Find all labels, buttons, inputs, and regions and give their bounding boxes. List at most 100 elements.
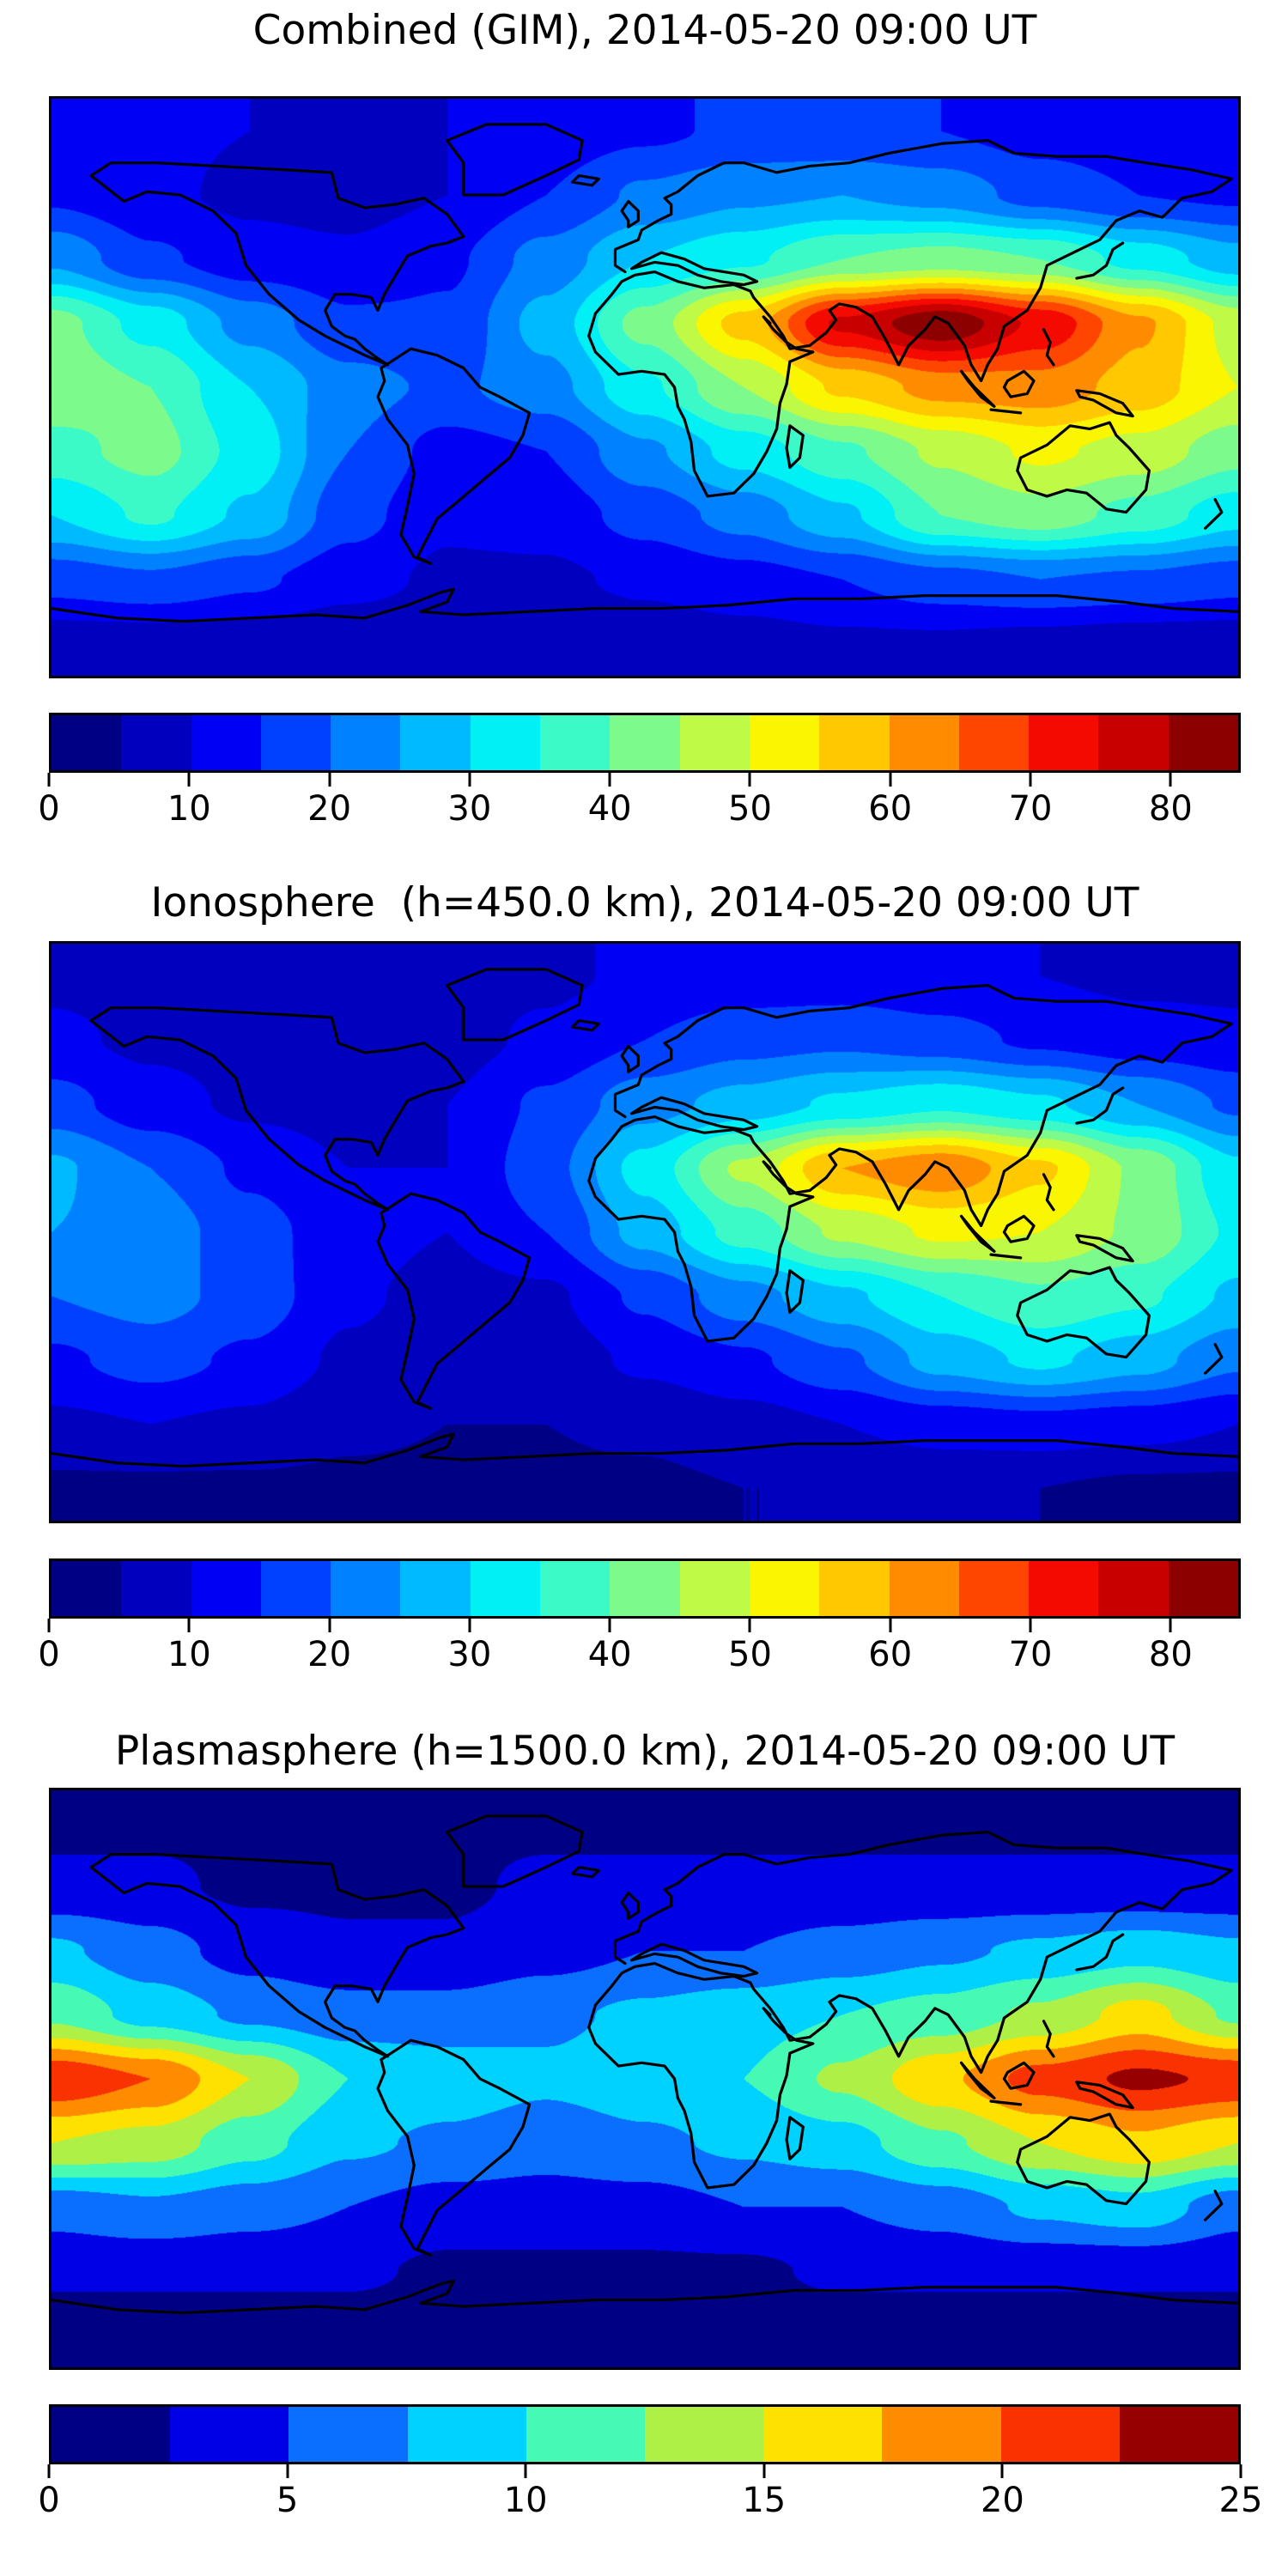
- colorbar-tick-label: 60: [868, 1635, 913, 1674]
- colorbar-tick-label: 20: [980, 2481, 1024, 2520]
- colorbar-segment: [889, 1561, 959, 1616]
- colorbar-tick: [1000, 2464, 1004, 2478]
- colorbar-tick: [468, 773, 471, 787]
- colorbar-bar: [49, 1558, 1241, 1619]
- colorbar-segment: [645, 2407, 764, 2462]
- colorbar-combined: 0 10 20 30 40 50 60 70 80: [38, 713, 1241, 841]
- colorbar-tick: [748, 773, 751, 787]
- colorbar-tick-label: 10: [167, 1635, 211, 1674]
- colorbar-tick-label: 30: [447, 1635, 492, 1674]
- colorbar-segment: [958, 1561, 1030, 1616]
- colorbar-segment: [958, 715, 1030, 770]
- colorbar-segment: [331, 1561, 401, 1616]
- colorbar-tick: [1029, 773, 1032, 787]
- colorbar-tick: [1169, 1619, 1172, 1632]
- colorbar-tick: [608, 773, 611, 787]
- colorbar-segment: [170, 2407, 289, 2462]
- colorbar-segment: [1098, 715, 1169, 770]
- colorbar-segment: [1168, 715, 1239, 770]
- colorbar-tick-label: 40: [587, 789, 632, 829]
- colorbar-segment: [540, 1561, 611, 1616]
- colorbar-tick-label: 20: [307, 789, 352, 829]
- colorbar-tick-label: 60: [868, 789, 913, 829]
- colorbar-plasmasphere: 0 5 10 15 20 25: [38, 2404, 1262, 2533]
- colorbar-tick-label: 70: [1008, 1635, 1053, 1674]
- colorbar-segment: [121, 1561, 191, 1616]
- colorbar-segment: [889, 715, 959, 770]
- colorbar-tick-label: 50: [728, 789, 772, 829]
- colorbar-segment: [52, 1561, 122, 1616]
- map-combined: [49, 96, 1241, 678]
- colorbar-tick: [328, 1619, 331, 1632]
- colorbar-segment: [749, 1561, 820, 1616]
- colorbar-tick: [748, 1619, 751, 1632]
- colorbar-tick-row: 0 10 20 30 40 50 60 70 80: [38, 1558, 1241, 1687]
- tec-contour-canvas-plasmasphere: [52, 1790, 1238, 2367]
- colorbar-segment: [1098, 1561, 1169, 1616]
- colorbar-tick: [1239, 2464, 1242, 2478]
- colorbar-tick: [187, 773, 191, 787]
- colorbar-tick-label: 15: [742, 2481, 787, 2520]
- colorbar-segment: [289, 2407, 408, 2462]
- colorbar-segment: [749, 715, 820, 770]
- coastline-overlay: [52, 1814, 1238, 2315]
- colorbar-tick-label: 0: [38, 2481, 60, 2520]
- colorbar-segment: [191, 1561, 261, 1616]
- colorbar-tick-label: 40: [587, 1635, 632, 1674]
- colorbar-segment: [819, 715, 890, 770]
- colorbar-segment: [1000, 2407, 1120, 2462]
- colorbar-segment: [400, 1561, 471, 1616]
- map-plasmasphere: [49, 1788, 1241, 2370]
- colorbar-tick-label: 0: [38, 1635, 60, 1674]
- colorbar-segment: [52, 715, 122, 770]
- colorbar-ionosphere: 0 10 20 30 40 50 60 70 80: [38, 1558, 1241, 1687]
- colorbar-tick: [286, 2464, 289, 2478]
- colorbar-tick: [47, 1619, 51, 1632]
- coastline-path: [52, 1814, 1238, 2315]
- colorbar-segment: [610, 715, 680, 770]
- colorbar-tick-label: 25: [1218, 2481, 1263, 2520]
- colorbar-segment: [260, 715, 331, 770]
- panel-title-plasmasphere: Plasmasphere (h=1500.0 km), 2014-05-20 0…: [114, 1728, 1176, 1775]
- colorbar-tick: [1029, 1619, 1032, 1632]
- panel-title-ionosphere: Ionosphere (h=450.0 km), 2014-05-20 09:0…: [150, 879, 1139, 927]
- colorbar-segment: [191, 715, 261, 770]
- colorbar-segment: [610, 1561, 680, 1616]
- colorbar-segment: [470, 1561, 541, 1616]
- colorbar-tick: [47, 773, 51, 787]
- colorbar-segment: [407, 2407, 526, 2462]
- colorbar-tick: [47, 2464, 51, 2478]
- colorbar-bar: [49, 2404, 1241, 2464]
- colorbar-segment: [679, 715, 750, 770]
- colorbar-segment: [52, 2407, 171, 2462]
- colorbar-tick: [608, 1619, 611, 1632]
- colorbar-tick-label: 10: [503, 2481, 548, 2520]
- colorbar-tick: [328, 773, 331, 787]
- colorbar-tick: [889, 1619, 892, 1632]
- coastline-path: [52, 123, 1238, 623]
- colorbar-tick-label: 50: [728, 1635, 772, 1674]
- colorbar-segment: [1029, 1561, 1099, 1616]
- panel-title-combined: Combined (GIM), 2014-05-20 09:00 UT: [252, 7, 1037, 54]
- colorbar-segment: [470, 715, 541, 770]
- colorbar-tick: [889, 773, 892, 787]
- colorbar-segment: [121, 715, 191, 770]
- colorbar-tick-label: 0: [38, 789, 60, 829]
- colorbar-bar: [49, 713, 1241, 773]
- colorbar-segment: [1029, 715, 1099, 770]
- colorbar-segment: [763, 2407, 883, 2462]
- colorbar-segment: [679, 1561, 750, 1616]
- coastline-path: [52, 968, 1238, 1468]
- colorbar-tick-label: 5: [276, 2481, 299, 2520]
- colorbar-tick: [762, 2464, 766, 2478]
- colorbar-tick-row: 0 5 10 15 20 25: [38, 2404, 1262, 2533]
- colorbar-tick-label: 80: [1148, 789, 1193, 829]
- colorbar-segment: [260, 1561, 331, 1616]
- colorbar-tick-label: 20: [307, 1635, 352, 1674]
- colorbar-segment: [882, 2407, 1001, 2462]
- colorbar-segment: [1168, 1561, 1239, 1616]
- colorbar-segment: [819, 1561, 890, 1616]
- colorbar-tick: [187, 1619, 191, 1632]
- colorbar-tick-label: 70: [1008, 789, 1053, 829]
